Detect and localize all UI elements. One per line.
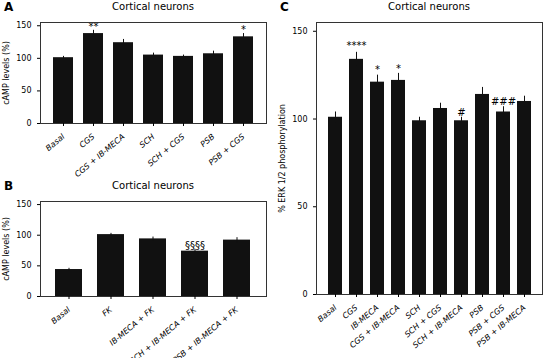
svg-text:*: * — [375, 64, 380, 75]
html-text:Cortical neurons: Cortical neurons — [112, 180, 194, 191]
svg-text:PSB + IB-MECA + FK: PSB + IB-MECA + FK — [171, 305, 241, 358]
svg-text:CGS: CGS — [78, 132, 97, 150]
svg-text:cAMP levels (%): cAMP levels (%) — [2, 41, 11, 105]
svg-text:§§§§: §§§§ — [185, 240, 205, 251]
svg-text:****: **** — [347, 40, 367, 51]
svg-text:100: 100 — [16, 231, 31, 240]
svg-text:0: 0 — [26, 119, 31, 128]
svg-text:CGS + IB-MECA: CGS + IB-MECA — [348, 303, 401, 350]
svg-text:150: 150 — [16, 21, 31, 30]
svg-text:50: 50 — [21, 86, 31, 95]
svg-text:CGS + IB-MECA: CGS + IB-MECA — [73, 132, 126, 179]
svg-text:cAMP levels (%): cAMP levels (%) — [2, 217, 11, 281]
svg-text:PSB + IB-MECA: PSB + IB-MECA — [475, 303, 527, 349]
svg-text:SCH + CGS: SCH + CGS — [402, 303, 444, 340]
svg-text:###: ### — [491, 96, 516, 107]
html-text:Cortical neurons: Cortical neurons — [388, 1, 470, 12]
html-text:A: A — [4, 0, 14, 14]
svg-text:PSB + CGS: PSB + CGS — [207, 132, 247, 167]
html-text:B: B — [4, 179, 14, 193]
svg-text:150: 150 — [16, 200, 31, 209]
svg-text:FK: FK — [101, 305, 115, 319]
svg-text:SCH + IB-MECA: SCH + IB-MECA — [411, 303, 464, 350]
svg-text:50: 50 — [21, 261, 31, 270]
svg-text:*: * — [396, 63, 401, 74]
svg-text:% ERK 1/2 phosphorylation: % ERK 1/2 phosphorylation — [278, 104, 287, 213]
svg-text:0: 0 — [26, 292, 31, 301]
svg-text:Basal: Basal — [316, 303, 339, 324]
svg-text:Basal: Basal — [44, 132, 67, 153]
html-text:Cortical neurons: Cortical neurons — [112, 1, 194, 12]
svg-text:100: 100 — [292, 115, 307, 124]
svg-text:*: * — [241, 24, 246, 35]
html-text:C: C — [280, 0, 289, 14]
svg-text:SCH: SCH — [138, 132, 157, 150]
svg-text:SCH + CGS: SCH + CGS — [146, 132, 187, 168]
svg-text:100: 100 — [16, 54, 31, 63]
svg-text:0: 0 — [302, 290, 307, 299]
svg-text:Basal: Basal — [50, 305, 73, 326]
svg-text:PSB: PSB — [199, 132, 217, 149]
svg-text:150: 150 — [292, 27, 307, 36]
svg-text:PSB + CGS: PSB + CGS — [466, 303, 507, 339]
svg-text:50: 50 — [297, 202, 307, 211]
svg-text:#: # — [457, 107, 465, 118]
